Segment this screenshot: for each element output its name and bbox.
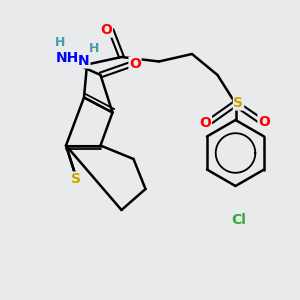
Text: Cl: Cl: [231, 214, 246, 227]
Text: O: O: [100, 23, 112, 37]
Text: NH: NH: [56, 52, 79, 65]
Text: S: S: [71, 172, 82, 186]
Text: O: O: [129, 58, 141, 71]
Text: O: O: [258, 115, 270, 128]
Text: H: H: [89, 41, 100, 55]
Text: N: N: [78, 54, 90, 68]
Text: O: O: [200, 116, 211, 130]
Text: S: S: [233, 96, 244, 110]
Text: H: H: [55, 36, 65, 50]
